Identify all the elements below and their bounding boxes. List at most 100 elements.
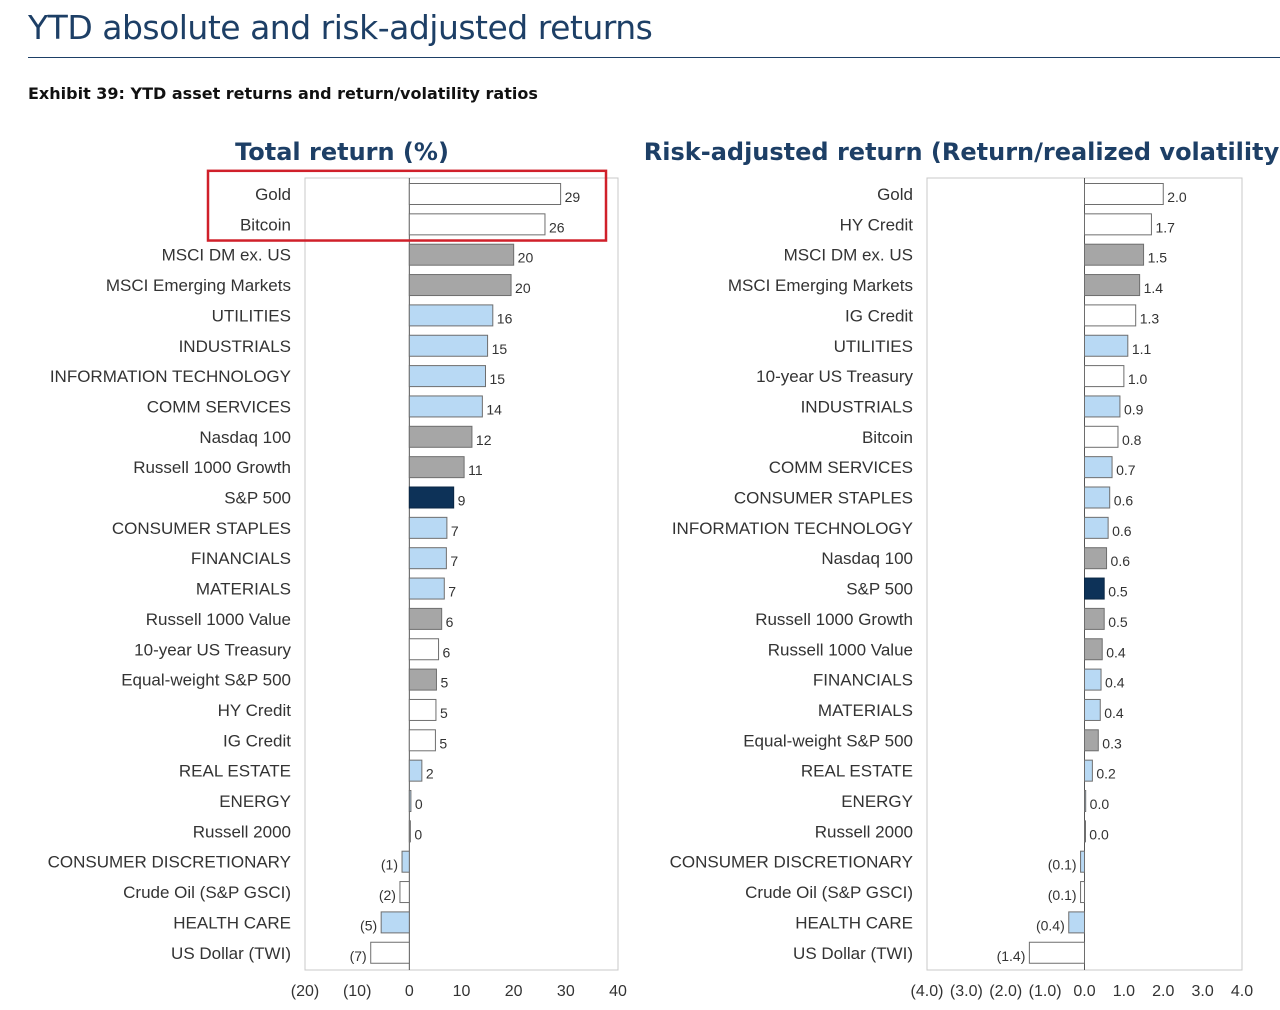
bar [1084,698,1101,721]
bar [1084,577,1105,600]
category-label: S&P 500 [224,489,291,508]
chart-title: Risk-adjusted return (Return/realized vo… [644,138,1280,166]
bar [408,820,411,843]
category-label: Crude Oil (S&P GSCI) [123,883,291,902]
bar [1084,729,1099,752]
data-label: 1.3 [1140,310,1160,326]
bar [1080,850,1085,873]
bar [408,395,483,418]
data-label: 0.4 [1104,705,1124,721]
bar [408,577,445,600]
data-label: 11 [468,462,483,478]
category-label: REAL ESTATE [179,762,291,781]
bar [1084,334,1129,357]
category-label: UTILITIES [212,306,291,325]
bar [408,304,494,327]
category-label: US Dollar (TWI) [171,944,291,963]
category-label: UTILITIES [834,337,913,356]
category-label: Equal-weight S&P 500 [121,671,291,690]
category-label: Russell 2000 [193,822,291,841]
plot-frame [304,177,619,971]
data-label: 5 [440,675,448,691]
bar [408,456,465,479]
category-label: IG Credit [845,306,913,325]
category-label: FINANCIALS [813,671,913,690]
category-label: Gold [877,185,913,204]
category-label: Bitcoin [862,428,913,447]
data-label: 0.5 [1108,614,1128,630]
bar [380,911,410,934]
bar [1084,759,1093,782]
data-label: (0.1) [1048,857,1077,873]
category-label: INFORMATION TECHNOLOGY [672,519,913,538]
bar [1084,395,1121,418]
x-tick-label: 10 [453,983,471,1000]
bar [1084,213,1152,236]
data-label: 0.7 [1116,462,1136,478]
data-label: (0.1) [1048,887,1077,903]
bar [1084,516,1109,539]
bar [408,486,455,509]
data-label: (1.4) [997,948,1026,964]
exhibit-caption: Exhibit 39: YTD asset returns and return… [28,84,538,103]
category-label: COMM SERVICES [147,397,291,416]
data-label: 16 [497,310,513,326]
data-label: 0 [414,826,422,842]
x-tick-label: 40 [609,983,627,1000]
data-label: 20 [518,250,534,266]
bar [1080,881,1085,904]
x-tick-label: 0.0 [1073,983,1095,1000]
x-tick-label: 30 [557,983,575,1000]
bar [408,425,473,448]
bar [408,759,423,782]
data-label: 12 [476,432,492,448]
data-label: 5 [439,735,447,751]
data-label: 0.0 [1090,796,1110,812]
data-label: 0.6 [1112,523,1132,539]
category-label: MATERIALS [196,580,291,599]
data-label: 26 [549,219,565,235]
x-tick-label: 0 [405,983,414,1000]
category-label: Crude Oil (S&P GSCI) [745,883,913,902]
x-tick-label: (4.0) [911,983,944,1000]
data-label: 2 [426,766,434,782]
bar [408,274,512,297]
bar [408,668,437,691]
data-label: 0.6 [1111,553,1131,569]
bar [408,547,447,570]
data-label: 7 [448,584,456,600]
data-label: 1.4 [1144,280,1164,296]
bar [1084,274,1141,297]
bar [1084,790,1087,812]
highlight-box [206,169,608,242]
bar [399,881,410,904]
data-label: (2) [379,887,396,903]
category-label: IG Credit [223,731,291,750]
category-label: Russell 2000 [815,822,913,841]
category-label: COMM SERVICES [769,458,913,477]
bar [1084,365,1125,388]
bar [401,850,410,873]
x-tick-label: 1.0 [1113,983,1135,1000]
data-label: 0.4 [1106,644,1126,660]
bar [408,729,436,752]
bar [1084,243,1145,266]
category-label: Nasdaq 100 [199,428,291,447]
category-label: HY Credit [218,701,292,720]
chart-title: Total return (%) [235,138,449,166]
bar [1084,486,1111,509]
category-label: Russell 1000 Value [146,610,291,629]
bar [408,365,486,388]
data-label: 15 [489,371,505,387]
bar [408,790,412,812]
category-label: US Dollar (TWI) [793,944,913,963]
data-label: 0.4 [1105,675,1125,691]
category-label: Nasdaq 100 [821,549,913,568]
category-label: INDUSTRIALS [179,337,291,356]
data-label: 0.6 [1114,493,1134,509]
category-label: INFORMATION TECHNOLOGY [50,367,291,386]
bar [1084,456,1113,479]
category-label: S&P 500 [846,580,913,599]
category-label: Russell 1000 Growth [133,458,291,477]
